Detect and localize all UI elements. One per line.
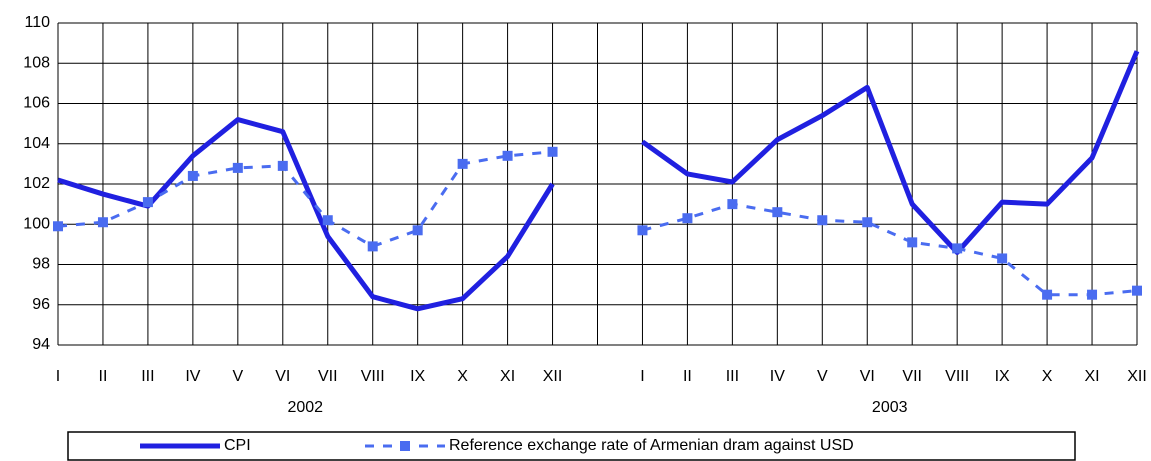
y-tick-label: 110 — [24, 14, 50, 31]
x-tick-label: IX — [410, 368, 425, 385]
series-marker — [1087, 289, 1098, 300]
series-marker — [367, 241, 378, 252]
x-tick-label: V — [817, 368, 828, 385]
x-tick-label: II — [99, 368, 108, 385]
series-marker — [53, 221, 63, 232]
y-tick-label: 98 — [32, 256, 50, 273]
x-tick-label: I — [640, 368, 644, 385]
series-marker — [682, 213, 693, 224]
series-line — [57, 50, 1140, 312]
y-tick-label: 102 — [23, 175, 50, 192]
series-marker — [862, 217, 873, 228]
x-tick-label: XI — [1084, 368, 1099, 385]
x-tick-label: XII — [1127, 368, 1147, 385]
x-tick-label: VII — [902, 368, 922, 385]
series-line — [57, 150, 1138, 297]
x-tick-label: VII — [318, 368, 338, 385]
x-tick-label: VIII — [361, 368, 385, 385]
legend-label: CPI — [224, 437, 251, 454]
legend-label: Reference exchange rate of Armenian dram… — [449, 437, 854, 454]
x-tick-label: XI — [500, 368, 515, 385]
x-tick-label: V — [232, 368, 243, 385]
y-tick-label: 106 — [23, 95, 50, 112]
series-marker — [412, 225, 423, 236]
y-tick-label: 108 — [23, 54, 50, 71]
x-tick-label: IV — [770, 368, 785, 385]
series-marker — [457, 158, 468, 169]
series-marker — [907, 237, 918, 248]
series-marker — [232, 162, 243, 173]
series-marker — [772, 207, 783, 218]
y-tick-label: 96 — [32, 296, 50, 313]
series-marker — [1132, 285, 1142, 296]
x-tick-label: II — [683, 368, 692, 385]
group-label: 2002 — [287, 399, 323, 416]
legend-swatch-marker — [400, 441, 410, 451]
series-marker — [142, 197, 153, 208]
x-tick-label: IV — [185, 368, 200, 385]
series-marker — [637, 225, 648, 236]
series-marker — [547, 146, 558, 157]
x-tick-label: IX — [995, 368, 1010, 385]
series-marker — [322, 215, 333, 226]
series-marker — [997, 253, 1008, 264]
x-tick-label: III — [141, 368, 154, 385]
series-marker — [97, 217, 108, 228]
x-tick-label: III — [726, 368, 739, 385]
legend-box — [67, 431, 1076, 461]
x-tick-label: I — [56, 368, 60, 385]
series-marker — [1042, 289, 1053, 300]
x-tick-label: VI — [860, 368, 875, 385]
series-marker — [817, 215, 828, 226]
series-marker — [952, 243, 963, 254]
y-tick-label: 104 — [23, 135, 50, 152]
x-tick-label: XII — [543, 368, 563, 385]
group-label: 2003 — [872, 399, 908, 416]
x-tick-label: VI — [275, 368, 290, 385]
x-tick-label: VIII — [945, 368, 969, 385]
series-marker — [187, 170, 198, 181]
series-marker — [727, 199, 738, 210]
series-marker — [277, 160, 288, 171]
x-tick-label: X — [1042, 368, 1053, 385]
y-tick-label: 94 — [32, 336, 50, 353]
x-tick-label: X — [457, 368, 468, 385]
y-tick-label: 100 — [23, 215, 50, 232]
series-marker — [502, 150, 513, 161]
